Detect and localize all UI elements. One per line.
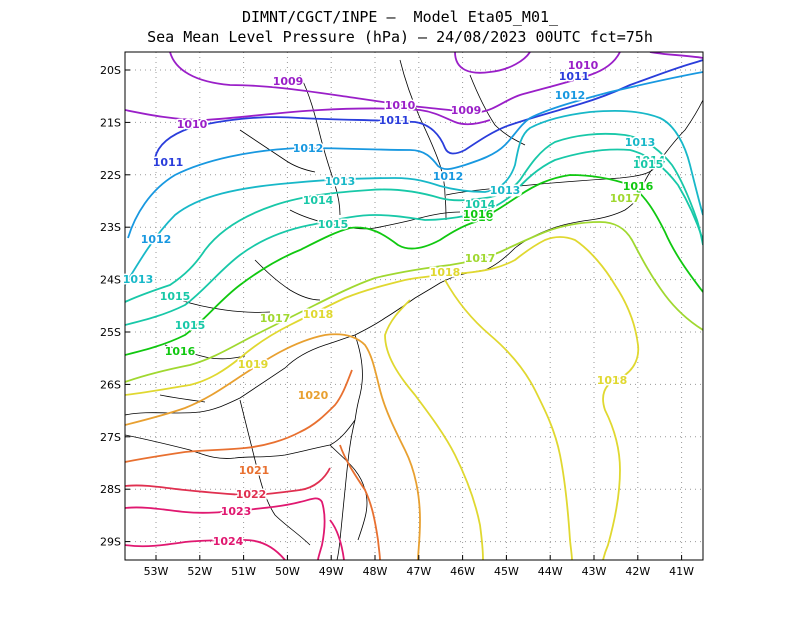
isobar-label: 1023 (221, 505, 252, 518)
isobar-label: 1012 (293, 142, 324, 155)
map-title-line-1: DIMNT/CGCT/INPE – Model Eta05_M01_ (241, 8, 559, 26)
isobar-label: 1016 (165, 345, 196, 358)
isobar-label: 1019 (238, 358, 269, 371)
lon-label: 51W (231, 565, 256, 578)
isobar-label: 1013 (625, 136, 656, 149)
isobar-label: 1014 (303, 194, 334, 207)
isobar-label: 1012 (141, 233, 172, 246)
isobar-lines (125, 52, 703, 560)
lon-label: 47W (406, 565, 431, 578)
isobar-label: 1021 (239, 464, 270, 477)
lon-label: 48W (363, 565, 388, 578)
isobar-label: 1017 (260, 312, 291, 325)
isobar-label: 1014 (465, 198, 496, 211)
isobar-label: 1015 (633, 158, 664, 171)
lat-label: 20S (100, 64, 121, 77)
isobar-label: 1009 (273, 75, 304, 88)
isobar-label: 1015 (318, 218, 349, 231)
isobar-label: 1018 (597, 374, 628, 387)
isobar-label: 1015 (175, 319, 206, 332)
isobar-label: 1013 (491, 185, 522, 198)
lat-label: 21S (100, 116, 121, 129)
lon-label: 52W (187, 565, 212, 578)
lat-label: 29S (100, 536, 121, 549)
lon-label: 43W (582, 565, 607, 578)
lat-label: 27S (100, 431, 121, 444)
lon-label: 44W (538, 565, 563, 578)
lon-label: 49W (319, 565, 344, 578)
isobar-label: 1020 (298, 389, 329, 402)
isobar-label: 1010 (568, 59, 599, 72)
lon-label: 46W (450, 565, 475, 578)
lon-label: 50W (275, 565, 300, 578)
isobar-label: 1011 (559, 70, 590, 83)
isobar-label: 1015 (160, 290, 191, 303)
isobar-label: 1024 (213, 535, 244, 548)
isobar-label: 1018 (303, 308, 334, 321)
isobar-label: 1013 (490, 184, 521, 197)
isobar-label: 1009 (451, 104, 482, 117)
grid-lines (125, 52, 703, 560)
lat-label: 26S (100, 378, 121, 391)
lon-label: 41W (669, 565, 694, 578)
lat-label: 24S (100, 274, 121, 287)
contour-labels: 1010101110091010101010091011101210111012… (121, 58, 667, 550)
isobar-label: 1010 (177, 118, 208, 131)
isobar-label: 1016 (623, 180, 654, 193)
lon-label: 53W (144, 565, 169, 578)
isobar-label: 1012 (433, 170, 464, 183)
map-frame (124, 51, 704, 561)
isobar-label: 1016 (463, 211, 494, 224)
isobar-label: 1011 (379, 114, 410, 127)
lat-label: 23S (100, 221, 121, 234)
isobar-label: 1018 (430, 266, 461, 279)
isobar-label: 1017 (465, 252, 496, 265)
lat-label: 28S (100, 483, 121, 496)
isobar-label: 1014 (635, 154, 666, 167)
isobar-label: 1016 (463, 208, 494, 221)
longitude-axis-labels: 53W 52W 51W 50W 49W 48W 47W 46W 45W 44W 43W 42W 41W (144, 555, 694, 578)
isobar-label: 1013 (325, 175, 356, 188)
lon-label: 42W (625, 565, 650, 578)
isobar-label: 1011 (153, 156, 184, 169)
map-title-line-2: Sea Mean Level Pressure (hPa) – 24/08/20… (147, 28, 653, 46)
latitude-axis-labels: 20S 21S 22S 23S 24S 25S 26S 27S 28S 29S (100, 64, 130, 549)
lat-label: 25S (100, 326, 121, 339)
isobar-label: 1013 (123, 273, 154, 286)
lat-label: 22S (100, 169, 121, 182)
isobar-label: 1017 (610, 192, 641, 205)
isobar-label: 1012 (555, 89, 586, 102)
lon-label: 45W (494, 565, 519, 578)
isobar-label: 1010 (385, 99, 416, 112)
isobar-label: 1022 (236, 488, 267, 501)
